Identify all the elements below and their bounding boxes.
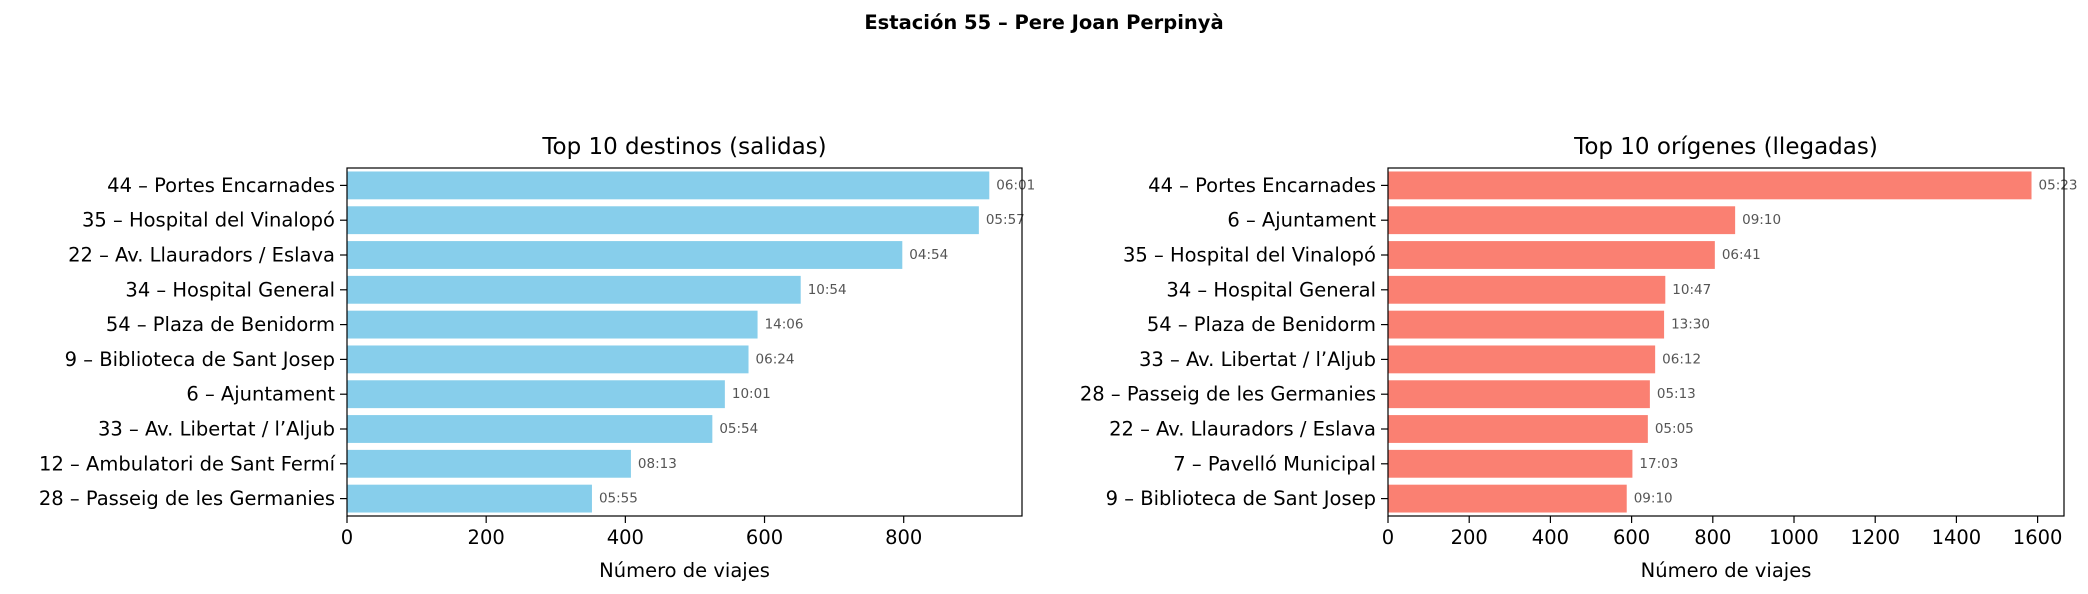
- panel-2-data-label: 06:41: [1722, 247, 1761, 263]
- panel-2-category-label: 6 – Ajuntament: [1227, 209, 1376, 232]
- panel-2-category-label: 28 – Passeig de les Germanies: [1080, 383, 1376, 406]
- panel-1-bar: [347, 345, 749, 374]
- panel-2-x-tick-label: 1600: [2013, 526, 2063, 549]
- panel-1-x-tick-label: 600: [746, 526, 783, 549]
- panel-2-bar: [1388, 345, 1656, 374]
- panel-2-x-tick-label: 1200: [1850, 526, 1900, 549]
- panel-2-bar: [1388, 171, 2032, 200]
- panel-1-bar: [347, 171, 990, 200]
- panel-2-category-label: 35 – Hospital del Vinalopó: [1123, 244, 1376, 267]
- panel-1-bar: [347, 275, 801, 304]
- panel-2-x-tick-label: 400: [1532, 526, 1569, 549]
- panel-2-category-label: 44 – Portes Encarnades: [1148, 174, 1376, 197]
- panel-1-bar: [347, 241, 903, 269]
- panel-2-x-tick-label: 600: [1613, 526, 1650, 549]
- panel-1-category-label: 34 – Hospital General: [125, 278, 335, 301]
- panel-2-bar: [1388, 449, 1633, 478]
- panel-1-data-label: 05:57: [986, 212, 1025, 228]
- panel-1-category-label: 22 – Av. Llauradors / Eslava: [68, 244, 335, 267]
- panel-1-bar: [347, 484, 592, 513]
- panel-2-bar: [1388, 415, 1648, 443]
- panel-2-x-tick-label: 0: [1382, 526, 1394, 549]
- panel-1-x-tick-label: 800: [885, 526, 922, 549]
- panel-1-data-label: 05:55: [599, 491, 638, 507]
- panel-1-category-label: 6 – Ajuntament: [186, 383, 335, 406]
- panel-1-title: Top 10 destinos (salidas): [541, 134, 826, 160]
- panel-1-x-tick-label: 400: [607, 526, 644, 549]
- panel-1-data-label: 10:54: [808, 282, 847, 298]
- panel-2-category-label: 22 – Av. Llauradors / Eslava: [1109, 418, 1376, 441]
- panel-2-axes-frame: [1387, 167, 2065, 517]
- panel-2-data-label: 09:10: [1742, 212, 1781, 228]
- panel-2-x-tick-label: 1000: [1769, 526, 1819, 549]
- panel-2-bar: [1388, 206, 1736, 235]
- panel-1-data-label: 14:06: [765, 317, 804, 333]
- panel-2-category-label: 9 – Biblioteca de Sant Josep: [1106, 487, 1376, 510]
- panel-1-bar: [347, 415, 713, 443]
- panel-2-bar: [1388, 241, 1715, 269]
- panel-2-category-label: 34 – Hospital General: [1166, 278, 1376, 301]
- panel-1-data-label: 08:13: [638, 456, 677, 472]
- panel-2-data-label: 05:23: [2039, 177, 2078, 193]
- panel-2-data-label: 06:12: [1662, 351, 1701, 367]
- panel-1-x-axis-label: Número de viajes: [599, 559, 770, 582]
- panel-1-category-label: 12 – Ambulatori de Sant Fermí: [39, 452, 336, 475]
- panel-2-bar: [1388, 310, 1665, 339]
- panel-1-category-label: 28 – Passeig de les Germanies: [39, 487, 335, 510]
- panel-1-x-tick-label: 200: [468, 526, 505, 549]
- panel-2-data-label: 05:05: [1655, 421, 1694, 437]
- panel-2-x-axis-label: Número de viajes: [1641, 559, 1812, 582]
- panel-1-category-label: 35 – Hospital del Vinalopó: [82, 209, 335, 232]
- figure-title: Estación 55 – Pere Joan Perpinyà: [864, 11, 1224, 34]
- panel-1-data-label: 06:24: [756, 351, 795, 367]
- panel-1-data-label: 10:01: [732, 386, 771, 402]
- panel-1-category-label: 33 – Av. Libertat / l’Aljub: [98, 418, 335, 441]
- panel-1-data-label: 06:01: [996, 177, 1035, 193]
- panel-1-data-label: 04:54: [909, 247, 948, 263]
- panel-2-x-tick-label: 1400: [1932, 526, 1982, 549]
- panel-2-x-tick-label: 800: [1694, 526, 1731, 549]
- panel-2-category-label: 54 – Plaza de Benidorm: [1147, 313, 1376, 336]
- panel-1-bar: [347, 206, 979, 235]
- panel-1-bar: [347, 449, 631, 478]
- panel-1-data-label: 05:54: [719, 421, 758, 437]
- panel-1-x-tick-label: 0: [341, 526, 353, 549]
- panel-1-category-label: 54 – Plaza de Benidorm: [106, 313, 335, 336]
- panel-1-axes-frame: [346, 167, 1023, 517]
- panel-2-category-label: 7 – Pavelló Municipal: [1173, 452, 1376, 475]
- panel-2-data-label: 17:03: [1639, 456, 1678, 472]
- panel-1-category-label: 9 – Biblioteca de Sant Josep: [65, 348, 335, 371]
- panel-2-x-tick-label: 200: [1451, 526, 1488, 549]
- panel-2-data-label: 09:10: [1634, 491, 1673, 507]
- panel-2-bar: [1388, 484, 1627, 513]
- panel-2-data-label: 05:13: [1657, 386, 1696, 402]
- panel-2-title: Top 10 orígenes (llegadas): [1573, 134, 1878, 160]
- panel-1-category-label: 44 – Portes Encarnades: [107, 174, 335, 197]
- panel-2-data-label: 10:47: [1672, 282, 1711, 298]
- panel-1-bar: [347, 310, 758, 339]
- panel-2-bar: [1388, 380, 1650, 409]
- panel-2-bar: [1388, 275, 1666, 304]
- panel-2-category-label: 33 – Av. Libertat / l’Aljub: [1139, 348, 1376, 371]
- panel-1-bar: [347, 380, 725, 409]
- panel-2-data-label: 13:30: [1671, 317, 1710, 333]
